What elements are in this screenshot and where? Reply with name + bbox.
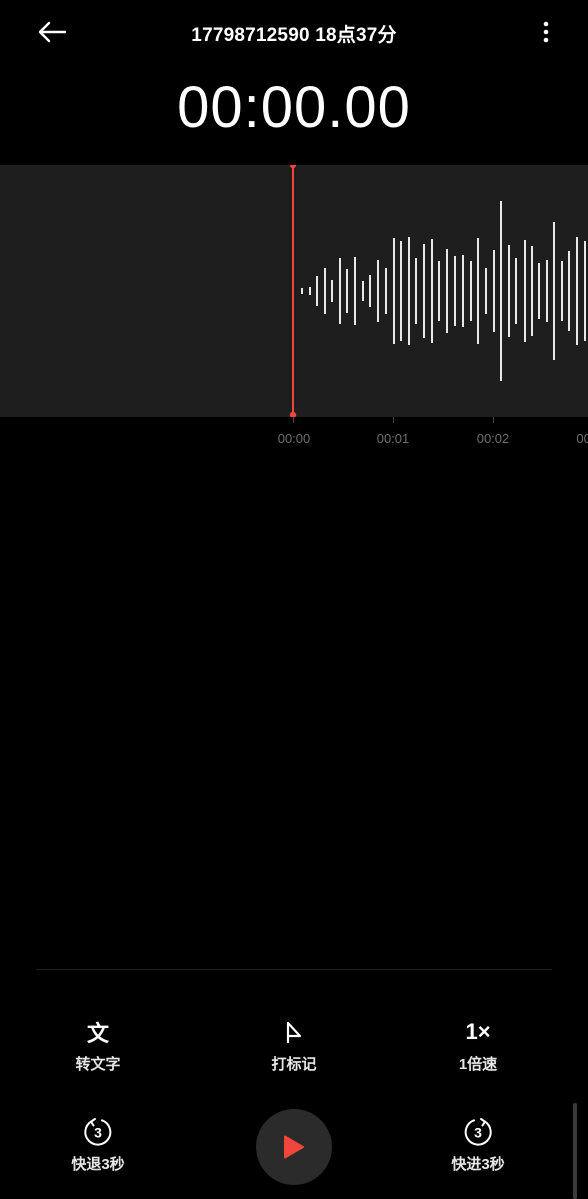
waveform-bar (377, 260, 379, 322)
rewind-3-icon: 3 (84, 1118, 112, 1146)
waveform-bar (316, 276, 318, 306)
rewind-3-digit: 3 (94, 1125, 102, 1141)
waveform-bar (454, 256, 456, 326)
waveform-bar (546, 260, 548, 322)
play-button[interactable] (256, 1109, 332, 1185)
arrow-left-icon (38, 21, 67, 43)
timeline: 00:00 00:01 00:02 00:0 (0, 415, 588, 455)
waveform-bar (339, 258, 341, 324)
waveform-bar (584, 241, 586, 341)
back-button[interactable] (30, 14, 74, 50)
add-mark-label: 打标记 (271, 1056, 317, 1073)
forward-3-digit: 3 (474, 1125, 482, 1141)
more-options-button[interactable] (534, 14, 558, 50)
waveform-bar (369, 275, 371, 307)
playhead-line[interactable] (292, 165, 294, 417)
more-vertical-icon (543, 21, 549, 43)
waveform-bar (362, 281, 364, 301)
speed-icon: 1× (465, 1019, 491, 1044)
waveform-bar (431, 239, 433, 343)
tick-label: 00:01 (376, 431, 410, 446)
waveform-bar (568, 251, 570, 331)
waveform-bar (470, 261, 472, 321)
rewind-3s-button[interactable]: 3 快退3秒 (38, 1115, 158, 1174)
text-icon: 文 (86, 1021, 109, 1046)
flag-icon (286, 1021, 302, 1044)
waveform-bar (331, 280, 333, 302)
waveform-bar (561, 261, 563, 321)
waveform-bar (446, 249, 448, 333)
tick-mark (493, 417, 494, 423)
play-icon (284, 1135, 304, 1159)
waveform-bar (553, 222, 555, 360)
forward-label: 快进3秒 (451, 1156, 505, 1173)
top-bar: 17798712590 18点37分 (0, 0, 588, 66)
playback-speed-button[interactable]: 1× 1倍速 (418, 1015, 538, 1074)
waveform-bar (438, 261, 440, 321)
waveform-bar (477, 238, 479, 344)
playhead-handle[interactable] (289, 411, 297, 417)
forward-3s-button[interactable]: 3 快进3秒 (418, 1115, 538, 1174)
waveform-bar (508, 245, 510, 337)
waveform-bar (415, 258, 417, 324)
rewind-label: 快退3秒 (71, 1156, 125, 1173)
recording-title: 17798712590 18点37分 (191, 25, 397, 46)
waveform-bar (346, 269, 348, 313)
waveform-bar (538, 263, 540, 319)
waveform-bar (493, 250, 495, 332)
waveform-bar (393, 238, 395, 344)
waveform-bar (576, 237, 578, 345)
waveform-bar (309, 287, 311, 295)
transcribe-label: 转文字 (75, 1056, 121, 1073)
divider (36, 969, 552, 970)
waveform-bar (485, 268, 487, 314)
waveform-bar (354, 257, 356, 325)
waveform-bar (301, 288, 303, 294)
waveform-bar (324, 268, 326, 314)
forward-3-icon: 3 (464, 1118, 492, 1146)
playback-speed-label: 1倍速 (458, 1056, 498, 1073)
tick-label: 00:00 (277, 431, 311, 446)
tick-label: 00:02 (476, 431, 510, 446)
add-mark-button[interactable]: 打标记 (234, 1015, 354, 1074)
waveform-bar (500, 201, 502, 381)
waveform-bar (385, 268, 387, 314)
waveform[interactable] (0, 165, 588, 417)
tick-mark (293, 417, 294, 423)
transcribe-button[interactable]: 文 转文字 (38, 1015, 158, 1074)
waveform-bar (408, 237, 410, 345)
waveform-bar (531, 246, 533, 336)
elapsed-time: 00:00.00 (177, 75, 411, 140)
waveform-bar (400, 241, 402, 341)
playhead-handle[interactable] (289, 165, 297, 169)
waveform-bar (462, 255, 464, 327)
waveform-bar (515, 258, 517, 324)
waveform-bar (423, 244, 425, 338)
scrollbar[interactable] (573, 1103, 577, 1199)
waveform-bar (524, 240, 526, 342)
tick-mark (393, 417, 394, 423)
tick-label: 00:0 (576, 431, 588, 446)
